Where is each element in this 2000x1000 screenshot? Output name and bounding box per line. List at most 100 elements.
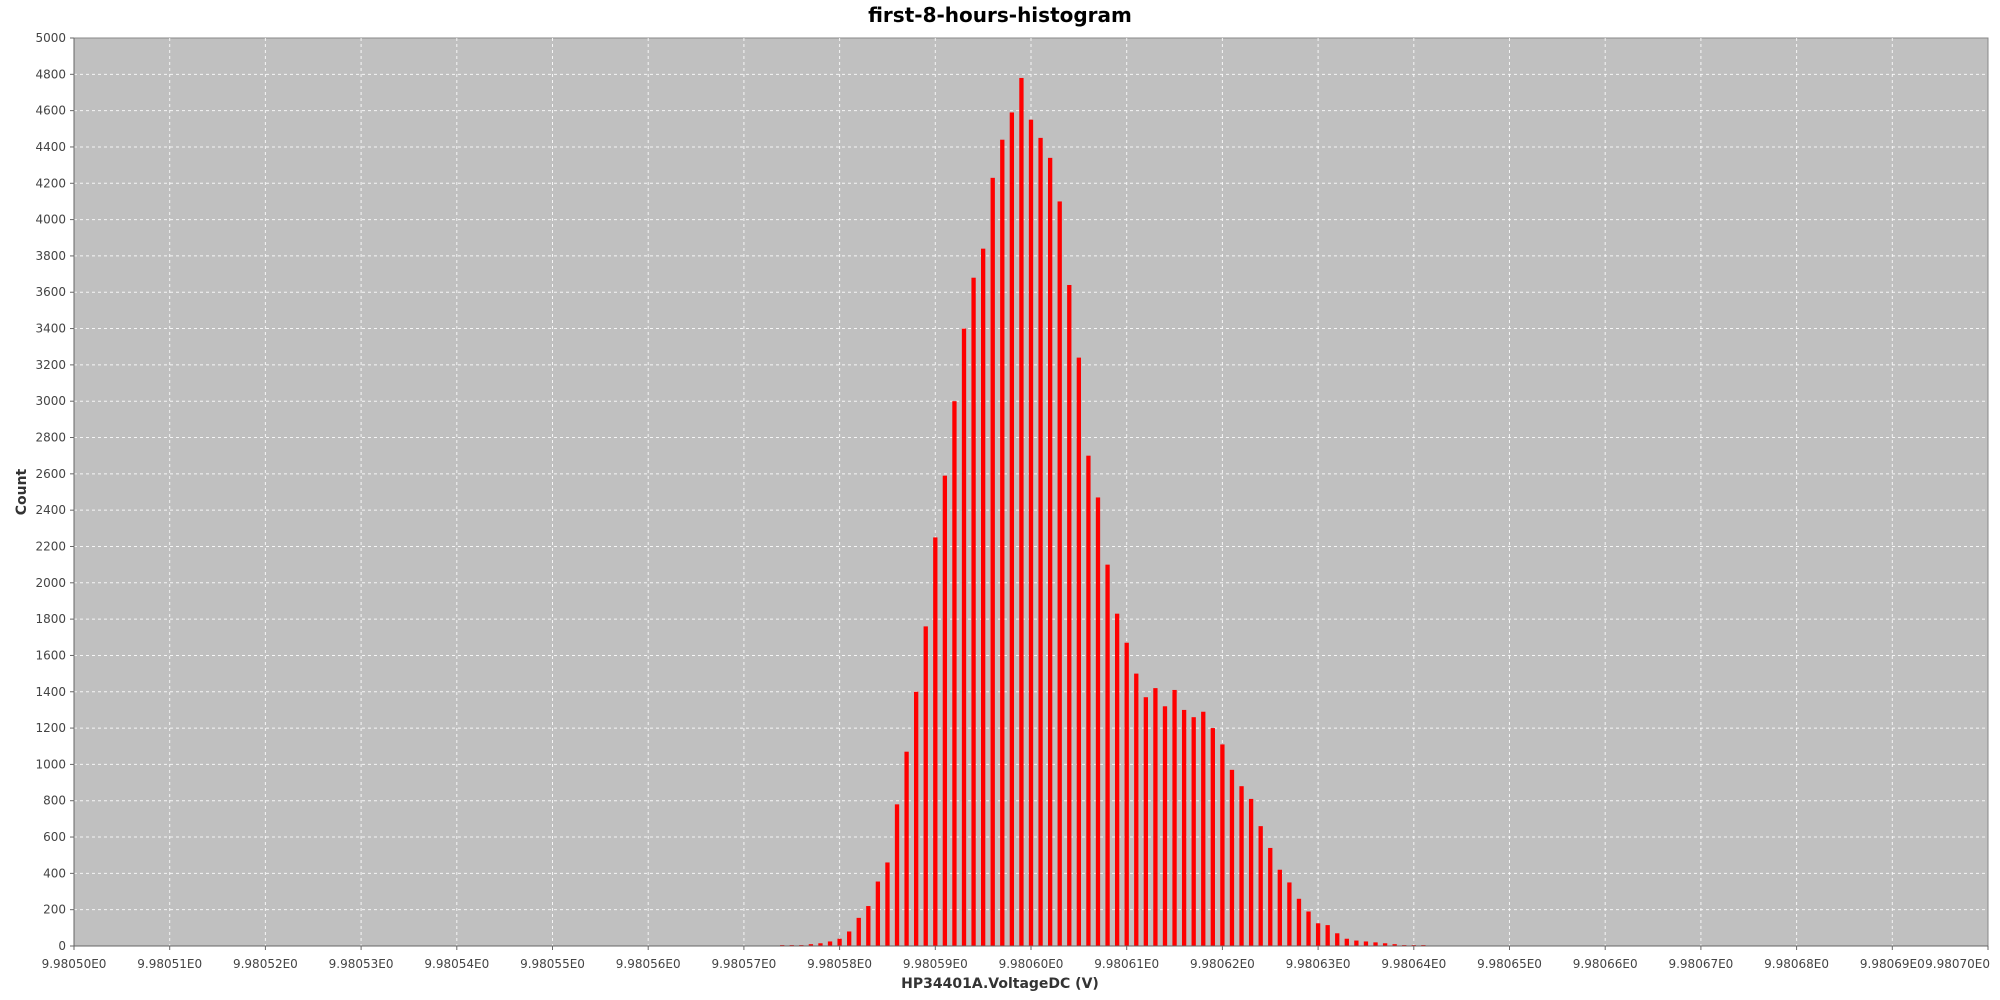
y-tick-label: 5000: [35, 31, 66, 45]
histogram-bar: [1239, 786, 1244, 946]
y-tick-label: 600: [43, 830, 66, 844]
histogram-bar: [1105, 564, 1110, 946]
y-axis-ticks: 0 200 400 600 800 1000 1200 1400 1600 1800 2000 220…: [35, 31, 74, 953]
y-tick-label: 3800: [35, 249, 66, 263]
histogram-bar: [1220, 744, 1225, 946]
histogram-bar: [1392, 944, 1397, 946]
histogram-bar: [1143, 697, 1148, 946]
histogram-bar: [933, 537, 938, 946]
histogram-bar: [1028, 119, 1034, 947]
histogram-bars: [780, 77, 1474, 947]
histogram-bar: [808, 944, 814, 946]
histogram-bar: [1277, 869, 1282, 946]
y-tick-label: 4800: [35, 67, 66, 81]
x-tick-label: 9.98070E0: [1925, 957, 1990, 971]
histogram-bar: [952, 401, 957, 946]
y-tick-label: 3000: [35, 394, 66, 408]
x-tick-label: 9.98069E0: [1860, 957, 1925, 971]
x-tick-label: 9.98065E0: [1477, 957, 1542, 971]
histogram-bar: [1057, 201, 1062, 946]
x-tick-label: 9.98060E0: [999, 957, 1064, 971]
histogram-bar: [1363, 941, 1369, 946]
x-tick-label: 9.98067E0: [1668, 957, 1733, 971]
y-tick-label: 4400: [35, 140, 66, 154]
y-tick-label: 2400: [35, 503, 66, 517]
histogram-bar: [1354, 940, 1359, 946]
histogram-bar: [1019, 77, 1024, 946]
histogram-bar: [1306, 911, 1311, 946]
y-tick-label: 1400: [35, 685, 66, 699]
histogram-bar: [1114, 613, 1120, 946]
y-tick-label: 0: [58, 939, 66, 953]
x-axis-ticks: 9.98050E0 9.98051E0 9.98052E0 9.98053E0 9.98…: [42, 946, 1990, 971]
histogram-bar: [818, 943, 823, 946]
y-tick-label: 1200: [35, 721, 66, 735]
y-tick-label: 3200: [35, 358, 66, 372]
y-axis-label: Count: [14, 468, 30, 515]
x-tick-label: 9.98063E0: [1286, 957, 1351, 971]
histogram-bar: [971, 277, 976, 946]
y-tick-label: 2800: [35, 431, 66, 445]
chart-title: first-8-hours-histogram: [868, 3, 1132, 27]
histogram-bar: [1009, 112, 1015, 947]
y-tick-label: 2600: [35, 467, 66, 481]
x-tick-label: 9.98059E0: [903, 957, 968, 971]
y-tick-label: 2000: [35, 576, 66, 590]
x-tick-label: 9.98052E0: [233, 957, 298, 971]
histogram-bar: [1067, 284, 1072, 946]
y-tick-label: 3600: [35, 285, 66, 299]
histogram-bar: [1038, 137, 1043, 946]
histogram-bar: [894, 804, 900, 946]
y-tick-label: 2200: [35, 539, 66, 553]
y-tick-label: 4200: [35, 176, 66, 190]
x-tick-label: 9.98066E0: [1573, 957, 1638, 971]
x-tick-label: 9.98055E0: [520, 957, 585, 971]
histogram-bar: [1124, 642, 1129, 946]
x-tick-label: 9.98050E0: [42, 957, 107, 971]
histogram-bar: [923, 626, 928, 946]
histogram-bar: [827, 941, 833, 946]
histogram-bar: [1258, 826, 1263, 946]
histogram-bar: [1000, 139, 1005, 947]
x-tick-label: 9.98051E0: [137, 957, 202, 971]
histogram-bar: [847, 931, 852, 946]
histogram-bar: [1382, 943, 1388, 946]
histogram-bar: [980, 248, 986, 946]
y-tick-label: 4000: [35, 213, 66, 227]
x-tick-label: 9.98054E0: [424, 957, 489, 971]
y-tick-label: 3400: [35, 322, 66, 336]
x-tick-label: 9.98062E0: [1190, 957, 1255, 971]
x-axis-label: HP34401A.VoltageDC (V): [901, 976, 1099, 992]
histogram-bar: [1181, 709, 1187, 946]
histogram-bar: [914, 691, 919, 946]
y-tick-label: 1000: [35, 757, 66, 771]
histogram-bar: [904, 751, 909, 946]
x-tick-label: 9.98068E0: [1764, 957, 1829, 971]
histogram-bar: [1296, 898, 1302, 946]
histogram-bar: [1344, 938, 1349, 946]
histogram-bar: [1229, 769, 1235, 946]
histogram-bar: [990, 177, 995, 946]
histogram-bar: [1315, 923, 1321, 946]
y-tick-label: 1800: [35, 612, 66, 626]
histogram-bar: [942, 475, 948, 946]
x-tick-label: 9.98056E0: [616, 957, 681, 971]
histogram-bar: [1095, 497, 1101, 946]
y-tick-label: 400: [43, 866, 66, 880]
histogram-bar: [837, 938, 842, 946]
y-tick-label: 1600: [35, 648, 66, 662]
x-tick-label: 9.98064E0: [1381, 957, 1446, 971]
histogram-bar: [856, 917, 861, 946]
histogram-bar: [961, 328, 967, 946]
histogram-bar: [1268, 847, 1273, 946]
histogram-bar: [1172, 689, 1177, 946]
histogram-bar: [1210, 728, 1215, 946]
y-tick-label: 200: [43, 903, 66, 917]
histogram-bar: [1287, 882, 1292, 946]
histogram-bar: [1047, 157, 1053, 946]
histogram-bar: [885, 862, 890, 946]
histogram-bar: [1248, 798, 1254, 946]
histogram-bar: [1076, 357, 1082, 947]
histogram-bar: [875, 881, 881, 946]
